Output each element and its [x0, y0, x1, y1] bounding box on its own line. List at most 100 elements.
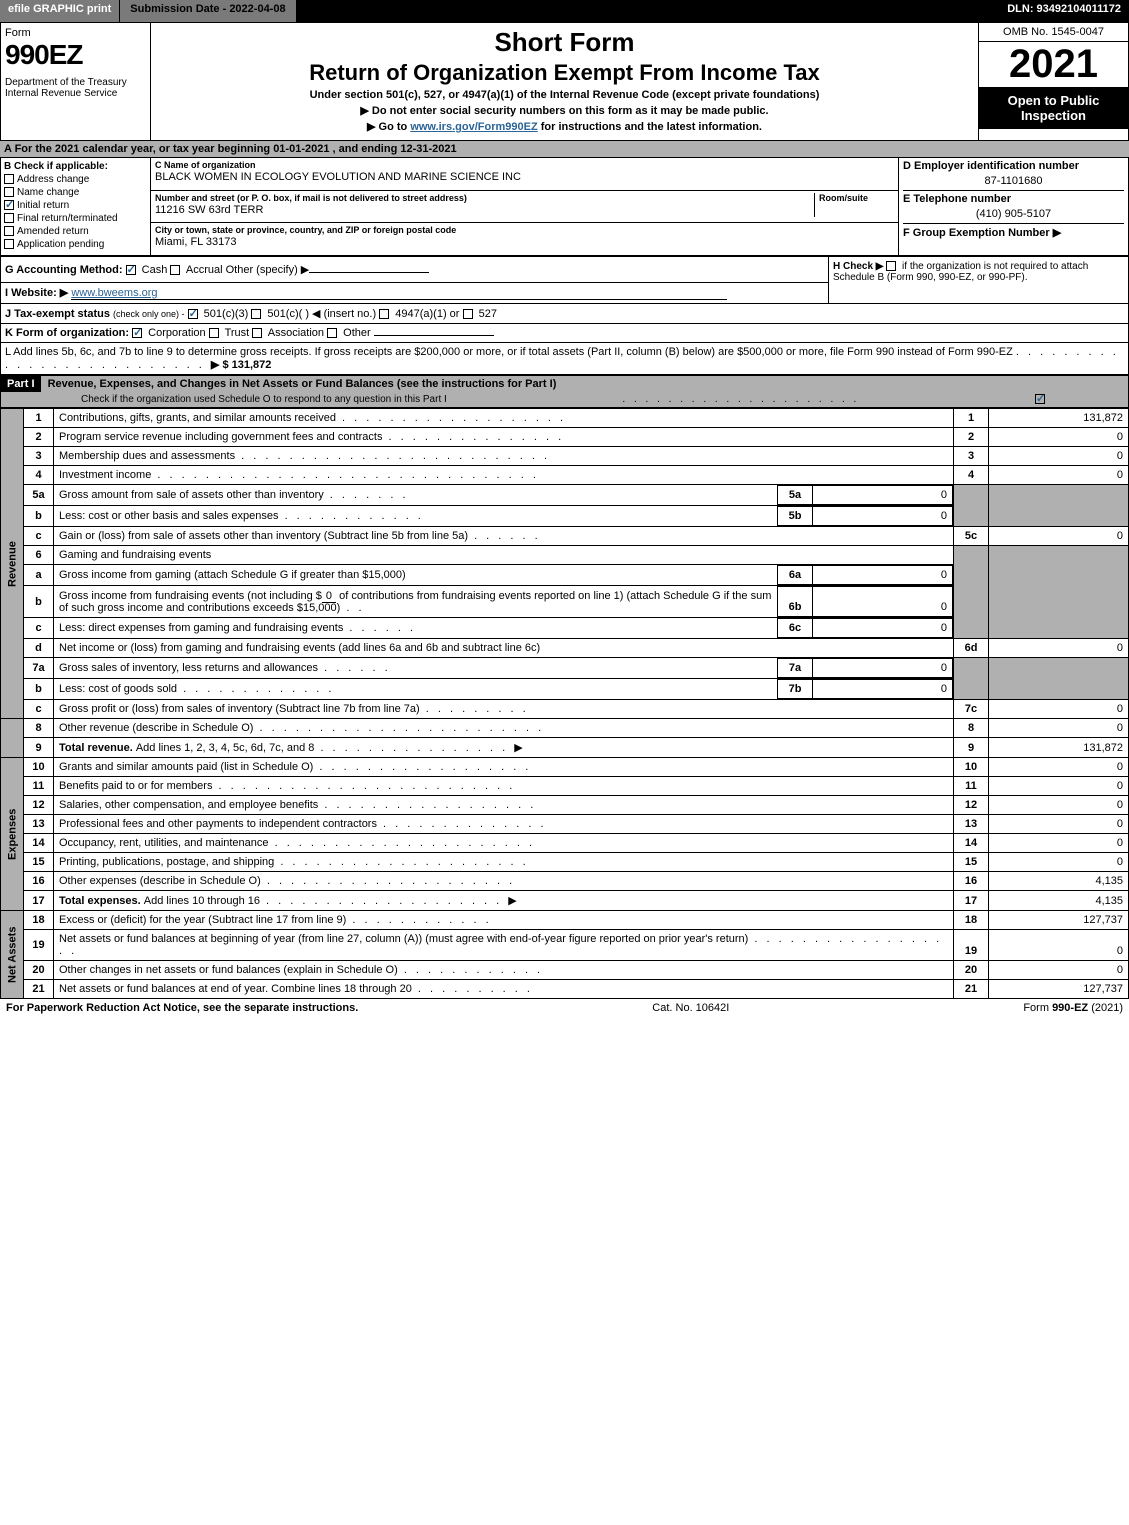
d-label: D Employer identification number — [903, 160, 1124, 172]
dln-number: DLN: 93492104011172 — [999, 0, 1129, 22]
inner-amt: 0 — [813, 486, 953, 505]
line-12-amt: 0 — [989, 796, 1129, 815]
line-ref: 11 — [954, 777, 989, 796]
line-2-amt: 0 — [989, 428, 1129, 447]
line-18-amt: 127,737 — [989, 911, 1129, 930]
topbar-spacer — [297, 0, 1000, 22]
line-13-text: Professional fees and other payments to … — [54, 815, 954, 834]
line-num: 4 — [24, 466, 54, 485]
line-9-text: Total revenue. Add lines 1, 2, 3, 4, 5c,… — [54, 738, 954, 758]
section-k: K Form of organization: Corporation Trus… — [1, 324, 1129, 343]
cb-label: Initial return — [17, 200, 69, 211]
cb-assoc[interactable] — [252, 328, 262, 338]
cb-trust[interactable] — [209, 328, 219, 338]
line-ref: 8 — [954, 719, 989, 738]
g-other-input[interactable] — [309, 272, 429, 273]
line-num: 16 — [24, 872, 54, 891]
cb-h[interactable] — [886, 261, 896, 271]
line-21-text: Net assets or fund balances at end of ye… — [54, 980, 954, 999]
cb-501c[interactable] — [251, 309, 261, 319]
cb-schedule-o[interactable] — [1035, 394, 1045, 404]
line-14-amt: 0 — [989, 834, 1129, 853]
part1-table: Revenue 1 Contributions, gifts, grants, … — [0, 408, 1129, 999]
line-num: c — [24, 700, 54, 719]
section-c-street: Number and street (or P. O. box, if mail… — [151, 190, 899, 223]
cb-corp[interactable] — [132, 328, 142, 338]
shaded-cell — [989, 546, 1129, 639]
line-num: c — [24, 527, 54, 546]
line-num: 19 — [24, 930, 54, 961]
cb-name-change[interactable]: Name change — [4, 187, 147, 198]
inner-ref: 7a — [778, 659, 813, 678]
cb-501c3[interactable] — [188, 309, 198, 319]
line-5c-text: Gain or (loss) from sale of assets other… — [54, 527, 954, 546]
line-10-amt: 0 — [989, 758, 1129, 777]
header-center: Short Form Return of Organization Exempt… — [151, 23, 979, 141]
section-c-name: C Name of organization BLACK WOMEN IN EC… — [151, 158, 899, 191]
h-text: H Check ▶ — [833, 261, 886, 272]
line-num: 20 — [24, 961, 54, 980]
line-ref: 17 — [954, 891, 989, 911]
efile-print-button[interactable]: efile GRAPHIC print — [0, 0, 120, 22]
line-num: 11 — [24, 777, 54, 796]
dept-text: Department of the Treasury Internal Reve… — [5, 77, 146, 99]
line-5b: Less: cost or other basis and sales expe… — [54, 506, 954, 527]
line-num: 3 — [24, 447, 54, 466]
cb-application-pending[interactable]: Application pending — [4, 239, 147, 250]
k-other-input[interactable] — [374, 335, 494, 336]
e-label: E Telephone number — [903, 190, 1124, 205]
header-warn1: ▶ Do not enter social security numbers o… — [155, 104, 974, 117]
j-501c3: 501(c)(3) — [204, 308, 249, 320]
line-ref: 19 — [954, 930, 989, 961]
line-4-amt: 0 — [989, 466, 1129, 485]
netassets-label: Net Assets — [1, 911, 24, 999]
cb-cash[interactable] — [126, 265, 136, 275]
line-1-amt: 131,872 — [989, 409, 1129, 428]
k-corp: Corporation — [148, 327, 205, 339]
cb-label: Amended return — [17, 226, 89, 237]
cb-initial-return[interactable]: Initial return — [4, 200, 147, 211]
shaded-cell — [1, 719, 24, 758]
cb-label: Address change — [17, 174, 89, 185]
line-5a: Gross amount from sale of assets other t… — [54, 485, 954, 506]
j-501c: 501(c)( ) — [267, 308, 309, 320]
website-link[interactable]: www.bweems.org — [71, 287, 726, 300]
g-accrual: Accrual — [186, 264, 223, 276]
line-3-text: Membership dues and assessments . . . . … — [54, 447, 954, 466]
phone-value: (410) 905-5107 — [903, 205, 1124, 223]
tax-year: 2021 — [979, 42, 1128, 87]
cb-address-change[interactable]: Address change — [4, 174, 147, 185]
inspection-badge: Open to Public Inspection — [979, 87, 1128, 129]
part1-header-table: Part I Revenue, Expenses, and Changes in… — [0, 375, 1129, 408]
line-ref: 21 — [954, 980, 989, 999]
line-3-amt: 0 — [989, 447, 1129, 466]
omb-number: OMB No. 1545-0047 — [979, 23, 1128, 42]
cb-amended-return[interactable]: Amended return — [4, 226, 147, 237]
footer-left: For Paperwork Reduction Act Notice, see … — [6, 1002, 358, 1014]
cb-other[interactable] — [327, 328, 337, 338]
cb-accrual[interactable] — [170, 265, 180, 275]
line-ref: 13 — [954, 815, 989, 834]
line-13-amt: 0 — [989, 815, 1129, 834]
section-c-city: City or town, state or province, country… — [151, 223, 899, 256]
g-other: Other (specify) ▶ — [226, 264, 310, 276]
cb-4947[interactable] — [379, 309, 389, 319]
inner-amt: 0 — [813, 507, 953, 526]
line-ref: 12 — [954, 796, 989, 815]
irs-link[interactable]: www.irs.gov/Form990EZ — [410, 121, 537, 133]
street-label: Number and street (or P. O. box, if mail… — [155, 193, 814, 203]
line-6-text: Gaming and fundraising events — [54, 546, 954, 565]
revenue-label: Revenue — [1, 409, 24, 719]
section-h: H Check ▶ if the organization is not req… — [829, 257, 1129, 304]
cb-final-return[interactable]: Final return/terminated — [4, 213, 147, 224]
inner-ref: 6b — [778, 587, 813, 617]
j-527: 527 — [479, 308, 497, 320]
inner-amt: 0 — [813, 587, 953, 617]
line-ref: 14 — [954, 834, 989, 853]
form-label: Form — [5, 27, 146, 39]
page-footer: For Paperwork Reduction Act Notice, see … — [0, 999, 1129, 1017]
line-num: 13 — [24, 815, 54, 834]
form-number: 990EZ — [5, 39, 146, 71]
cb-527[interactable] — [463, 309, 473, 319]
line-num: 12 — [24, 796, 54, 815]
